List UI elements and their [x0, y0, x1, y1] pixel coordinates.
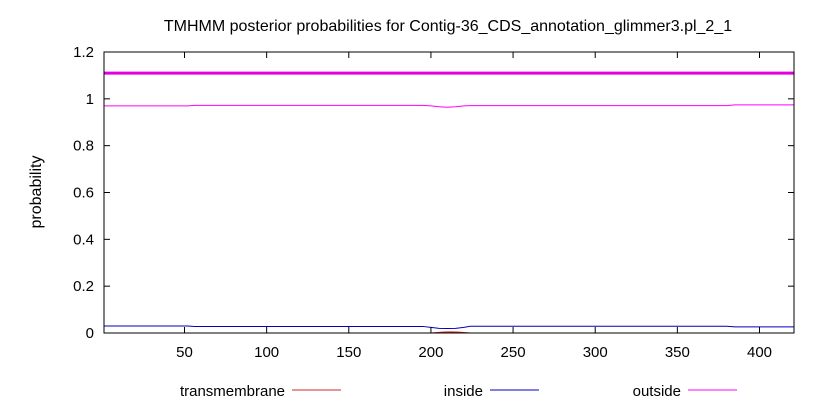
y-tick-label: 1: [86, 91, 94, 108]
x-tick-label: 50: [176, 344, 193, 361]
series-line-outside: [104, 104, 794, 108]
chart-title: TMHMM posterior probabilities for Contig…: [164, 18, 732, 35]
plot-layer: [104, 71, 794, 334]
x-tick-label: 400: [747, 344, 772, 361]
legend-label-outside: outside: [633, 383, 681, 400]
y-axis-label: probability: [28, 156, 45, 229]
y-tick-label: 0: [86, 325, 94, 342]
x-tick-label: 150: [336, 344, 361, 361]
y-tick-label: 0.6: [73, 185, 94, 202]
x-tick-label: 350: [665, 344, 690, 361]
y-tick-label: 0.8: [73, 138, 94, 155]
y-tick-label: 0.2: [73, 278, 94, 295]
legend-label-inside: inside: [444, 383, 483, 400]
y-tick-label: 1.2: [73, 44, 94, 61]
series-line-inside: [104, 325, 794, 330]
x-tick-label: 100: [254, 344, 279, 361]
plot-frame: [103, 51, 795, 334]
x-tick-label: 300: [583, 344, 608, 361]
x-tick-label: 250: [501, 344, 526, 361]
legend-label-transmembrane: transmembrane: [180, 383, 285, 400]
x-tick-label: 200: [418, 344, 443, 361]
axis-ticks: 0 0.2 0.4 0.6 0.8 1 1.2 50 100 150 200 250 300 350 400: [73, 44, 794, 361]
legend: transmembrane inside outside: [180, 383, 737, 400]
y-tick-label: 0.4: [73, 231, 94, 248]
